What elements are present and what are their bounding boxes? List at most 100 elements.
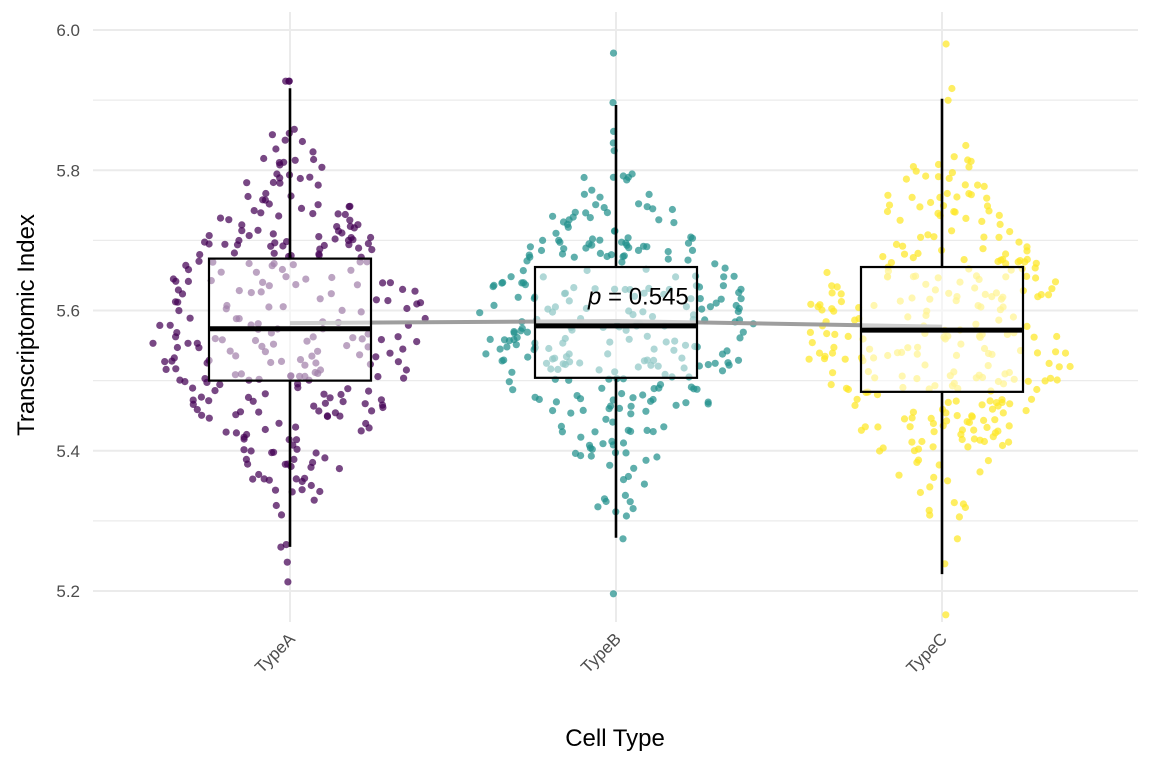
data-point-typec (827, 381, 835, 389)
data-point-typeb (684, 239, 693, 247)
data-point-typec (1033, 385, 1041, 394)
data-point-typea (292, 436, 301, 444)
data-point-typeb (643, 243, 651, 251)
data-point-typeb (640, 480, 649, 488)
data-point-typeb (509, 386, 517, 394)
data-point-typeb (531, 393, 539, 401)
data-point-typea (374, 373, 382, 381)
box-typea (207, 257, 373, 382)
data-point-typeb (505, 378, 513, 386)
data-point-typeb (599, 440, 607, 448)
data-point-typeb (624, 472, 633, 481)
data-point-typea (173, 343, 181, 352)
data-point-typeb (608, 437, 616, 445)
data-point-typea (368, 407, 376, 415)
data-point-typea (372, 353, 380, 361)
data-point-typea (270, 249, 278, 257)
data-point-typea (216, 381, 224, 389)
data-point-typea (362, 419, 370, 428)
data-point-typea (249, 475, 257, 483)
data-point-typeb (711, 359, 719, 367)
data-point-typec (959, 500, 968, 508)
data-point-typec (912, 167, 920, 175)
data-point-typec (918, 437, 926, 446)
data-point-typeb (482, 350, 490, 358)
data-point-typea (361, 400, 369, 408)
data-point-typea (285, 77, 293, 85)
data-point-typea (161, 358, 169, 366)
data-point-typea (298, 137, 306, 146)
data-point-typec (1052, 348, 1060, 356)
data-point-typeb (629, 505, 637, 513)
data-point-typec (1006, 228, 1014, 236)
data-point-typea (339, 398, 347, 406)
data-point-typec (953, 535, 962, 543)
data-point-typeb (556, 238, 564, 246)
data-point-typea (272, 145, 280, 153)
data-point-typeb (682, 399, 690, 407)
data-point-typec (900, 415, 909, 423)
data-point-typea (309, 210, 317, 218)
data-point-typeb (672, 401, 680, 409)
data-point-typea (170, 354, 178, 362)
data-point-typeb (704, 361, 712, 369)
data-point-typeb (626, 498, 634, 506)
data-point-typec (978, 401, 986, 409)
data-point-typec (916, 203, 924, 211)
data-point-typeb (723, 347, 731, 355)
data-point-typec (986, 397, 994, 405)
data-point-typec (952, 397, 960, 405)
data-point-typec (1055, 363, 1063, 371)
data-point-typea (307, 481, 315, 490)
y-tick-label: 5.8 (56, 161, 80, 180)
data-point-typeb (577, 433, 585, 441)
data-point-typea (186, 314, 194, 322)
data-point-typeb (653, 453, 661, 461)
data-point-typec (980, 182, 988, 190)
data-point-typea (236, 408, 245, 416)
data-point-typec (927, 198, 935, 207)
x-axis-title: Cell Type (565, 725, 665, 752)
data-point-typea (205, 232, 213, 240)
data-point-typec (1024, 377, 1032, 385)
data-point-typea (189, 400, 197, 408)
data-point-typea (174, 298, 182, 306)
data-point-typeb (552, 229, 560, 237)
y-axis-ticks: 5.2 5.4 5.6 5.8 6.0 (56, 21, 80, 601)
data-point-typec (991, 416, 999, 424)
data-point-typea (271, 239, 279, 247)
data-point-typeb (684, 256, 692, 264)
data-point-typec (1027, 395, 1036, 403)
data-point-typec (1066, 362, 1074, 371)
data-point-typeb (704, 398, 712, 406)
data-point-typeb (718, 367, 727, 375)
data-point-typec (808, 339, 816, 347)
data-point-typea (297, 204, 306, 212)
data-point-typeb (549, 407, 557, 415)
data-point-typeb (635, 200, 643, 208)
data-point-typeb (711, 260, 719, 268)
data-point-typec (980, 437, 989, 446)
data-point-typeb (559, 218, 568, 226)
data-point-typea (290, 455, 298, 463)
data-point-typec (1061, 349, 1070, 357)
data-point-typeb (609, 99, 617, 107)
data-point-typec (830, 307, 838, 315)
data-point-typea (255, 470, 263, 479)
data-point-typea (372, 296, 380, 304)
data-point-typea (245, 232, 253, 240)
data-point-typec (943, 417, 951, 425)
data-point-typea (312, 449, 320, 457)
data-point-typeb (688, 234, 697, 242)
data-point-typeb (618, 390, 626, 398)
data-point-typeb (582, 209, 590, 217)
data-point-typeb (618, 238, 626, 246)
data-point-typec (874, 423, 882, 431)
data-point-typec (943, 189, 951, 198)
data-point-typea (337, 390, 345, 399)
data-point-typeb (649, 205, 657, 213)
data-point-typec (997, 256, 1005, 264)
data-point-typec (996, 220, 1004, 228)
data-point-typea (275, 419, 283, 427)
data-point-typeb (627, 410, 635, 418)
